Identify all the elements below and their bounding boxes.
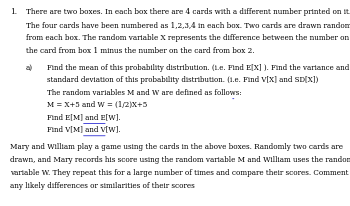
Text: The four cards have been numbered as 1,2,3,4 in each box. Two cards are drawn ra: The four cards have been numbered as 1,2…	[26, 21, 350, 29]
Text: Mary and William play a game using the cards in the above boxes. Randomly two ca: Mary and William play a game using the c…	[10, 143, 343, 151]
Text: any likely differences or similarities of their scores: any likely differences or similarities o…	[10, 182, 195, 190]
Text: variable W. They repeat this for a large number of times and compare their score: variable W. They repeat this for a large…	[10, 169, 350, 177]
Text: standard deviation of this probability distribution. (i.e. Find V[X] and SD[X]): standard deviation of this probability d…	[47, 76, 318, 84]
Text: from each box. The random variable X represents the difference between the numbe: from each box. The random variable X rep…	[26, 34, 349, 42]
Text: Find the mean of this probability distribution. (i.e. Find E[X] ). Find the vari: Find the mean of this probability distri…	[47, 64, 349, 72]
Text: Find E[M] and E[W].: Find E[M] and E[W].	[47, 113, 120, 121]
Text: drawn, and Mary records his score using the random variable M and William uses t: drawn, and Mary records his score using …	[10, 156, 350, 164]
Text: M = X+5 and W = (1/2)X+5: M = X+5 and W = (1/2)X+5	[47, 101, 147, 109]
Text: There are two boxes. In each box there are 4 cards with a different number print: There are two boxes. In each box there a…	[26, 8, 350, 16]
Text: Find V[M] and V[W].: Find V[M] and V[W].	[47, 126, 120, 134]
Text: a): a)	[26, 64, 33, 72]
Text: the card from box 1 minus the number on the card from box 2.: the card from box 1 minus the number on …	[26, 47, 254, 55]
Text: 1.: 1.	[10, 8, 18, 16]
Text: The random variables M and W are defined as follows:: The random variables M and W are defined…	[47, 89, 241, 97]
